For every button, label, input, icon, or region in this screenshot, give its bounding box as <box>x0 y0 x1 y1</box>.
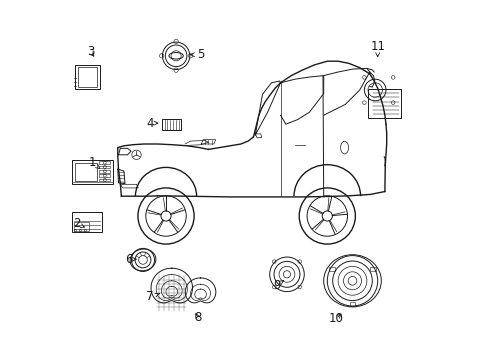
Text: 10: 10 <box>328 312 343 325</box>
Text: 8: 8 <box>194 311 201 324</box>
Text: 11: 11 <box>369 40 385 57</box>
Text: 4: 4 <box>146 117 158 130</box>
Text: 2: 2 <box>73 217 84 230</box>
Text: 9: 9 <box>273 279 283 292</box>
Text: 1: 1 <box>89 156 100 169</box>
Text: 6: 6 <box>124 253 136 266</box>
Text: 3: 3 <box>86 45 94 58</box>
Text: 7: 7 <box>146 291 159 303</box>
Text: 5: 5 <box>190 48 204 61</box>
